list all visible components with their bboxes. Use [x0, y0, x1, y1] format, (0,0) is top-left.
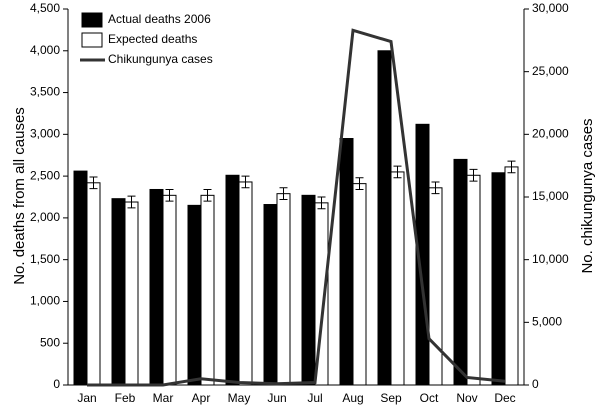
legend-label: Actual deaths 2006 [108, 12, 211, 26]
bar [162, 194, 177, 386]
bar [187, 204, 202, 386]
bar [276, 193, 291, 386]
error-bar [279, 187, 288, 201]
bar [263, 204, 278, 386]
x-tick-label: Jul [307, 391, 322, 405]
bar [352, 183, 367, 386]
bar [491, 172, 506, 386]
error-bar [317, 196, 326, 210]
y2-tick-label: 30,000 [532, 1, 569, 15]
x-tick-label: Dec [494, 391, 515, 405]
y2-tick-label: 0 [532, 377, 539, 391]
y2-tick-label: 5,000 [532, 315, 562, 329]
error-bar [507, 160, 516, 174]
bar [377, 50, 392, 386]
y-tick-label: 1,000 [30, 294, 60, 308]
legend-label: Chikungunya cases [108, 52, 213, 66]
x-tick-label: Nov [456, 391, 477, 405]
y-tick-label: 0 [53, 377, 60, 391]
error-bar [89, 176, 98, 190]
bar [428, 187, 443, 386]
y-tick-label: 3,500 [30, 85, 60, 99]
y-tick-label: 4,500 [30, 1, 60, 15]
legend-swatch [81, 12, 103, 28]
bar [225, 174, 240, 386]
x-tick-label: Feb [115, 391, 136, 405]
error-bar [127, 195, 136, 209]
bar [504, 166, 519, 386]
x-tick-label: May [228, 391, 251, 405]
legend-swatch [81, 32, 103, 48]
error-bar [241, 175, 250, 189]
y2-tick-label: 25,000 [532, 64, 569, 78]
error-bar [431, 181, 440, 195]
y2-tick-label: 20,000 [532, 127, 569, 141]
y2-axis-title: No. chikungunya cases [579, 118, 596, 273]
bar [453, 158, 468, 386]
legend-label: Expected deaths [108, 32, 197, 46]
bar [466, 174, 481, 386]
x-tick-label: Jun [267, 391, 286, 405]
error-bar [165, 188, 174, 202]
x-tick-label: Aug [342, 391, 363, 405]
bar [339, 138, 354, 386]
y-tick-label: 1,500 [30, 252, 60, 266]
bar [86, 182, 101, 386]
x-tick-label: Oct [420, 391, 439, 405]
error-bar [355, 177, 364, 190]
error-bar [393, 165, 402, 179]
y2-tick-label: 10,000 [532, 252, 569, 266]
bar [390, 171, 405, 386]
y-tick-label: 2,500 [30, 168, 60, 182]
y-tick-label: 2,000 [30, 210, 60, 224]
error-bar [203, 188, 212, 202]
bar [124, 201, 139, 386]
x-tick-label: Sep [380, 391, 402, 405]
y2-tick-label: 15,000 [532, 189, 569, 203]
bar [238, 181, 253, 386]
line [87, 28, 506, 387]
bar [73, 170, 88, 386]
bar [111, 198, 126, 386]
bar [200, 194, 215, 386]
y-tick-label: 4,000 [30, 43, 60, 57]
y-tick-label: 3,000 [30, 127, 60, 141]
bar [301, 194, 316, 386]
x-tick-label: Jan [77, 391, 96, 405]
bar [149, 188, 164, 386]
y-tick-label: 500 [40, 335, 60, 349]
error-bar [469, 168, 478, 182]
x-tick-label: Apr [192, 391, 211, 405]
y-axis-title: No. deaths from all causes [11, 107, 28, 285]
x-tick-label: Mar [153, 391, 174, 405]
